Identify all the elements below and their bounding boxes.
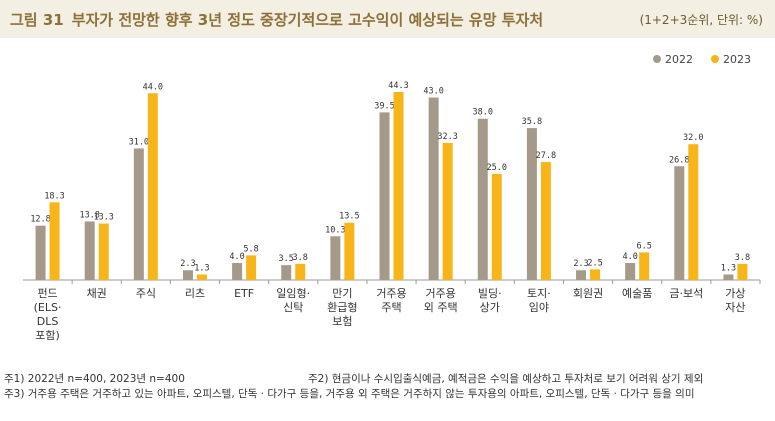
bar-2023-2 <box>147 93 158 280</box>
bar-chart: 2022 2023 12.8 18.3 펀드 (ELS· DLS 포함) 13.813.3 채권 3… <box>23 53 761 342</box>
bar-2023-4 <box>246 255 257 280</box>
bar-2022-7 <box>379 112 390 280</box>
bar-2023-7 <box>393 92 404 280</box>
bar-2022-6 <box>330 236 341 280</box>
category-label-5: 일임형· 신탁 <box>276 286 310 314</box>
footnote-1: 주1) 2022년 n=400, 2023년 n=400 <box>4 373 185 385</box>
unit-label: (1+2+3순위, 단위: %) <box>639 13 763 27</box>
category-label-8: 거주용 외 주택 <box>424 287 458 314</box>
bar-2023-5 <box>295 263 306 280</box>
legend-label-2023: 2023 <box>723 53 751 66</box>
data-label-2023-5: 3.8 <box>293 253 308 263</box>
bar-2022-0 <box>35 225 46 280</box>
data-label-2022-2: 31.0 <box>129 137 149 147</box>
data-label-2022-14: 1.3 <box>721 263 736 273</box>
data-label-2023-11: 2.5 <box>587 258 602 268</box>
figure-header: 그림 31 부자가 전망한 향후 3년 정도 중장기적으로 고수익이 예상되는 유… <box>0 0 775 38</box>
category-label-11: 회원권 <box>573 287 603 300</box>
data-label-2023-12: 6.5 <box>636 241 651 251</box>
bar-2022-12 <box>625 263 636 280</box>
footnote-3: 주3) 거주용 주택은 거주하고 있는 아파트, 오피스텔, 단독 · 다가구 … <box>4 388 695 400</box>
figure-title: 그림 31 부자가 전망한 향후 3년 정도 중장기적으로 고수익이 예상되는 유… <box>10 9 543 30</box>
bar-2023-14 <box>737 263 748 280</box>
bar-2023-1 <box>98 223 109 280</box>
bar-2022-9 <box>477 118 488 280</box>
data-label-2023-0: 18.3 <box>44 191 64 201</box>
category-label-6: 만기 환급형 보험 <box>327 287 357 328</box>
bar-2023-0 <box>49 202 60 280</box>
footnotes: 주1) 2022년 n=400, 2023년 n=400 주2) 현금이나 수시… <box>4 372 772 402</box>
data-label-2022-7: 39.5 <box>374 101 394 111</box>
category-label-7: 거주용 주택 <box>376 287 406 314</box>
category-label-0: 펀드 (ELS· DLS 포함) <box>34 287 62 342</box>
bar-2022-3 <box>182 270 193 280</box>
bar-2023-6 <box>344 222 355 280</box>
data-label-2023-10: 27.8 <box>536 151 556 161</box>
bar-2022-14 <box>723 274 734 280</box>
data-label-2023-9: 25.0 <box>487 163 507 173</box>
category-label-9: 빌딩· 상가 <box>478 287 502 314</box>
bar-2023-10 <box>540 162 551 280</box>
bar-2022-11 <box>576 270 587 280</box>
bar-2023-11 <box>590 269 601 280</box>
category-label-1: 채권 <box>87 287 107 300</box>
category-label-14: 가상 자산 <box>725 287 745 314</box>
category-label-4: ETF <box>234 287 254 300</box>
data-label-2023-14: 3.8 <box>735 253 750 263</box>
data-label-2022-0: 12.8 <box>30 215 50 225</box>
figure-title-text: 부자가 전망한 향후 3년 정도 중장기적으로 고수익이 예상되는 유망 투자처 <box>71 11 544 29</box>
data-label-2022-5: 3.5 <box>279 254 294 264</box>
bar-2022-13 <box>674 166 685 280</box>
data-label-2022-10: 35.8 <box>522 117 542 127</box>
data-label-2022-13: 26.8 <box>669 155 689 165</box>
data-label-2022-9: 38.0 <box>473 108 493 118</box>
bar-2023-12 <box>639 252 650 280</box>
bar-2022-5 <box>281 265 292 280</box>
data-label-2022-8: 43.0 <box>423 87 443 97</box>
data-label-2023-7: 44.3 <box>388 81 408 91</box>
data-label-2022-6: 10.3 <box>325 225 345 235</box>
bar-2023-3 <box>196 274 207 280</box>
data-label-2023-4: 5.8 <box>243 244 258 254</box>
category-label-3: 리츠 <box>185 287 205 300</box>
data-label-2022-11: 2.3 <box>573 259 588 269</box>
bar-2022-4 <box>232 263 243 280</box>
data-label-2022-12: 4.0 <box>622 252 637 262</box>
data-label-2023-6: 13.5 <box>339 212 359 222</box>
legend-label-2022: 2022 <box>665 53 693 66</box>
bar-2022-10 <box>526 128 537 280</box>
bar-2023-8 <box>442 142 453 280</box>
bar-2022-1 <box>84 221 95 280</box>
bar-2022-8 <box>428 97 439 280</box>
data-label-2022-3: 2.3 <box>180 259 195 269</box>
data-label-2023-1: 13.3 <box>93 213 113 223</box>
data-label-2022-1: 13.8 <box>79 210 99 220</box>
figure-number: 그림 31 <box>10 11 64 29</box>
data-label-2023-13: 32.0 <box>683 133 703 143</box>
category-label-10: 토지· 임야 <box>527 287 551 314</box>
footnote-2: 주2) 현금이나 수시입출식예금, 예적금은 수익을 예상하고 투자처로 보기 … <box>308 373 704 385</box>
bar-2022-2 <box>133 148 144 280</box>
category-label-13: 금·보석 <box>669 287 703 300</box>
category-label-12: 예술품 <box>622 287 652 300</box>
data-label-2023-3: 1.3 <box>194 263 209 273</box>
data-label-2022-4: 4.0 <box>229 252 244 262</box>
bar-2023-9 <box>491 173 502 280</box>
data-label-2023-2: 44.0 <box>143 82 163 92</box>
legend-marker-2023 <box>711 55 719 63</box>
data-label-2023-8: 32.3 <box>437 132 457 142</box>
legend-marker-2022 <box>653 55 661 63</box>
category-label-2: 주식 <box>136 287 156 300</box>
bar-2023-13 <box>688 144 699 280</box>
